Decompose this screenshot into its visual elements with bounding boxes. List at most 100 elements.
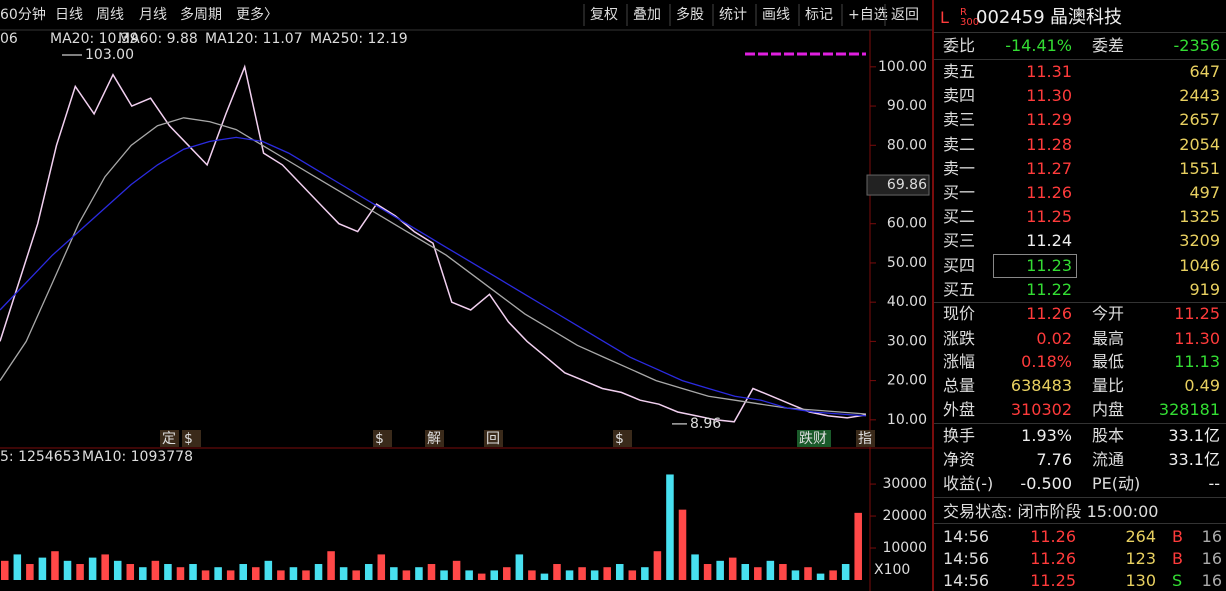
value: -2356 [1173,36,1221,55]
tick-side: S [1172,571,1183,590]
event-box [613,430,632,447]
vol-bar [415,567,423,580]
cursor-box [866,174,930,196]
tick-count: 16 [1201,527,1222,546]
toolbar-button[interactable]: 复权 [590,6,618,23]
quote-panel [932,0,1226,591]
vol-bar [339,567,348,580]
stat-value: 328181 [1158,400,1220,419]
vol-bar [327,551,335,580]
event-marker: 指 [858,431,872,447]
ma-legend: MA120: 11.07 [205,31,303,47]
y-tick-label: 20.00 [887,373,927,389]
toolbar-tab[interactable]: 更多〉 [236,6,278,23]
toolbar-tab[interactable]: 日线 [55,7,83,23]
vol-bar [126,564,135,580]
toolbar-button[interactable]: 多股 [676,6,704,23]
tick-side: B [1172,549,1183,568]
tick-time: 14:56 [943,527,990,546]
vol-bar [528,570,536,580]
event-marker: 定 [162,431,176,447]
tick-time: 14:56 [943,571,990,590]
book-label: 卖一 [943,158,976,178]
vol-bar [565,570,574,580]
vol-bar [289,567,298,580]
book-volume: 919 [1189,279,1220,299]
vol-bar [854,512,862,580]
event-marker: 跌财 [799,431,827,447]
book-volume: 1551 [1179,158,1220,178]
vol-bar [691,554,699,580]
tick-volume: 123 [1125,549,1156,568]
event-box [797,430,831,447]
event-marker: $ [615,431,624,447]
vol-bar [277,570,285,580]
y-tick-label: 100.00 [878,59,927,75]
book-price: 11.22 [1026,279,1072,299]
stat-label: 今开 [1092,304,1125,323]
book-price: 11.25 [1026,207,1072,227]
tick-side: B [1172,527,1183,546]
vol-bar [716,560,724,580]
vol-bar [440,570,448,580]
vol-bar [377,554,386,580]
book-label: 卖五 [943,62,976,81]
stat-value: 7.76 [1036,450,1072,469]
vol-bar [402,570,411,580]
y-tick-label: 60.00 [887,216,927,232]
book-label: 买三 [943,231,976,251]
label: 委差 [1092,36,1125,55]
vol-bar [13,554,22,580]
stat-value: 11.26 [1026,304,1072,323]
book-volume: 1325 [1179,207,1220,227]
toolbar-button[interactable]: 统计 [719,7,747,23]
code: 002459 [976,7,1045,28]
y-tick-label: 90.00 [887,98,927,114]
vol-bar [252,567,260,580]
toolbar-tab[interactable]: 月线 [139,7,167,23]
annotation: 103.00 [85,47,134,63]
divider [934,497,1226,498]
toolbar-tab[interactable]: 周线 [96,7,124,23]
toolbar-button[interactable]: 标记 [805,7,833,23]
stat-value: 0.18% [1021,352,1072,371]
stat-label: 净资 [943,450,976,469]
toolbar-tab[interactable]: 多周期 [180,6,222,23]
vol-bar [477,573,486,580]
tick-price: 11.26 [1030,549,1076,568]
toolbar-button[interactable]: 画线 [762,7,790,23]
stat-label: 涨幅 [943,352,976,371]
tick-time: 14:56 [943,549,990,568]
ma-legend: MA60: 9.88 [118,31,198,47]
vol-bar [101,554,109,580]
vol-bar [88,557,97,580]
toolbar-button[interactable]: 返回 [891,7,919,23]
toolbar-button[interactable]: 叠加 [633,7,661,23]
vol-bar [841,564,850,580]
vol-bar [26,564,34,580]
price-line [0,136,867,417]
vol-bar [1,560,9,580]
annotation: 8.96 [690,416,721,432]
vol-bar [603,567,611,580]
tick-volume: 130 [1125,571,1156,590]
event-marker: $ [184,431,193,447]
event-box [373,430,392,447]
stat-value: 33.1亿 [1168,426,1220,445]
toolbar-tab[interactable]: 60分钟 [0,6,46,23]
vol-bar [113,560,122,580]
event-box [856,430,875,447]
vol-bar [703,564,712,580]
y-tick-label: 80.00 [887,137,927,153]
book-volume: 1046 [1179,255,1220,275]
stat-value: 1.93% [1021,426,1072,445]
toolbar-button[interactable]: +自选 [848,7,888,23]
y-tick-label: 40.00 [887,294,927,310]
event-marker: $ [375,431,384,447]
stat-label: 收益(-) [943,474,994,493]
y-tick-label: 30.00 [887,333,927,349]
stat-label: 涨跌 [943,329,976,348]
vol-bar [364,564,373,580]
vol-bar [176,567,185,580]
